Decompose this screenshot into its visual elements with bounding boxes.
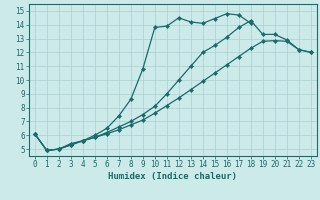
X-axis label: Humidex (Indice chaleur): Humidex (Indice chaleur) <box>108 172 237 181</box>
